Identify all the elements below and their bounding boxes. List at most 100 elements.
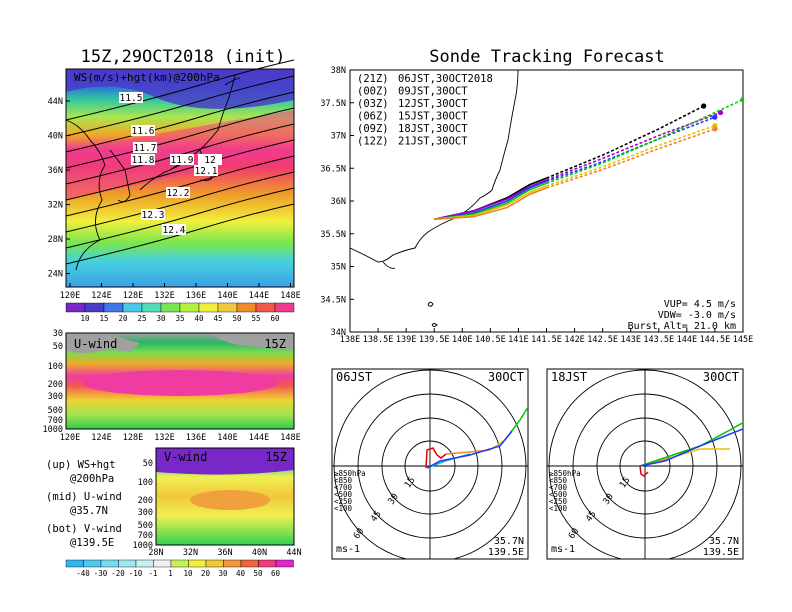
lon-tick-label: 120E: [60, 291, 80, 301]
colorbar-label: 60: [271, 569, 281, 578]
track-line-dashed: [546, 105, 705, 179]
colorbar-label: 15: [99, 314, 108, 323]
legend-utc: (09Z): [357, 123, 389, 135]
colorbar-label: 20: [118, 314, 128, 323]
colorbar-swatch: [236, 302, 257, 313]
ws-lat-ticks: 44N 40N 36N 32N 28N 24N: [48, 97, 70, 280]
p-tick-label: 200: [138, 496, 153, 506]
colorbar-label: -30: [94, 569, 108, 578]
colorbar-swatch: [65, 559, 84, 568]
colorbar-label: 35: [175, 314, 184, 323]
colorbar-swatch: [153, 559, 172, 568]
lon-tick-label: 124E: [91, 291, 111, 301]
track-coastline: [350, 70, 519, 327]
uwind-gray2: [210, 333, 294, 350]
hodo-right-unit: ms-1: [551, 544, 575, 555]
contour-label: 11.9: [171, 155, 194, 166]
lat-tick-label: 35.5N: [320, 230, 346, 240]
hodo-trace: [426, 430, 513, 469]
hodo-right-date: 30OCT: [703, 370, 739, 384]
contour-label-bg: [141, 209, 165, 220]
legend-utc: (21Z): [357, 73, 389, 85]
hodo-left-lon: 139.5E: [488, 547, 524, 558]
vdw-text: VDW= -3.0 m/s: [658, 310, 736, 321]
hodo-legend-item: <850: [549, 476, 568, 485]
track-line-dashed: [546, 98, 743, 185]
height-contour: [65, 75, 295, 137]
colorbar-label: 10: [80, 314, 90, 323]
note-up1: (up) WS+hgt: [46, 459, 116, 471]
lon-tick-label: 136E: [186, 433, 206, 443]
colorbar-label: 30: [156, 314, 166, 323]
hodo-legend-item: <250: [334, 497, 353, 506]
burst-text: Burst Alt= 21.0 km: [628, 321, 736, 332]
colorbar-swatch: [205, 559, 224, 568]
lat-tick-label: 34N: [331, 328, 346, 338]
hodo-left-unit: ms-1: [336, 544, 360, 555]
colorbar-label: 60: [270, 314, 280, 323]
note-mid1: (mid) U-wind: [46, 491, 122, 503]
colorbar-swatch: [160, 302, 181, 313]
contour-label: 11.5: [120, 93, 143, 104]
lat-tick-label: 28N: [148, 548, 163, 558]
contour-label: 11.6: [132, 126, 155, 137]
ws-map-frame: [65, 68, 295, 288]
colorbar-label: 30: [218, 569, 228, 578]
bottom-colorbar: -40 -30 -20 -10 -1 1 10 20 30 40 50 60: [65, 559, 294, 578]
track-lon-ticks: 138E 138.5E 139E 139.5E 140E 140.5E 141E 141.5E…: [340, 328, 753, 345]
track-line-solid: [434, 187, 547, 221]
lon-tick-label: 144E: [249, 433, 269, 443]
hodo-left-time: 06JST: [336, 370, 372, 384]
p-tick-label: 50: [143, 459, 153, 469]
lon-tick-label: 141.5E: [531, 335, 562, 345]
colorbar-swatch: [217, 302, 238, 313]
colorbar-label: 45: [213, 314, 222, 323]
lat-tick-label: 37N: [331, 132, 346, 142]
colorbar-swatch: [83, 559, 102, 568]
height-contour: [65, 171, 295, 233]
colorbar-swatch: [135, 559, 154, 568]
lon-tick-label: 132E: [154, 433, 174, 443]
vwind-lat-ticks: 28N 32N 36N 40N 44N: [148, 548, 301, 558]
uwind-label: U-wind: [74, 337, 117, 351]
note-mid2: @35.7N: [70, 505, 108, 517]
lon-tick-label: 148E: [280, 433, 300, 443]
note-bot1: (bot) V-wind: [46, 523, 122, 535]
colorbar-swatch: [188, 559, 207, 568]
contour-label: 11.7: [134, 143, 157, 154]
track-line-solid: [434, 180, 547, 221]
hodo-legend-item: <100: [334, 504, 353, 513]
colorbar-label: 40: [236, 569, 246, 578]
p-tick-label: 100: [48, 362, 63, 372]
contour-label: 12.1: [195, 166, 218, 177]
colorbar-label: 20: [201, 569, 211, 578]
note-bot2: @139.5E: [70, 537, 114, 549]
p-tick-label: 50: [53, 342, 63, 352]
height-contour: [65, 91, 295, 153]
uwind-frame: [65, 332, 295, 430]
right-title: Sonde Tracking Forecast: [429, 47, 664, 67]
colorbar-swatch: [240, 559, 259, 568]
lon-tick-label: 144E: [249, 291, 269, 301]
legend-jst: 21JST,30OCT: [398, 136, 468, 148]
legend-utc: (06Z): [357, 111, 389, 123]
contour-label-bg: [162, 224, 186, 235]
contour-label: 12.2: [167, 188, 190, 199]
lon-tick-label: 132E: [154, 291, 174, 301]
colorbar-swatch: [103, 302, 124, 313]
p-tick-label: 1000: [43, 425, 63, 435]
hodo-right-lat: 35.7N: [709, 536, 739, 547]
p-tick-label: 100: [138, 478, 153, 488]
lon-tick-label: 143E: [620, 335, 640, 345]
colorbar-label: 40: [194, 314, 204, 323]
track-end-point: [712, 126, 718, 132]
track-lines: [434, 96, 743, 221]
lat-tick-label: 37.5N: [320, 99, 346, 109]
lon-tick-label: 148E: [280, 291, 300, 301]
colorbar-label: -1: [148, 569, 157, 578]
note-up2: @200hPa: [70, 473, 114, 485]
colorbar-label: 25: [137, 314, 146, 323]
